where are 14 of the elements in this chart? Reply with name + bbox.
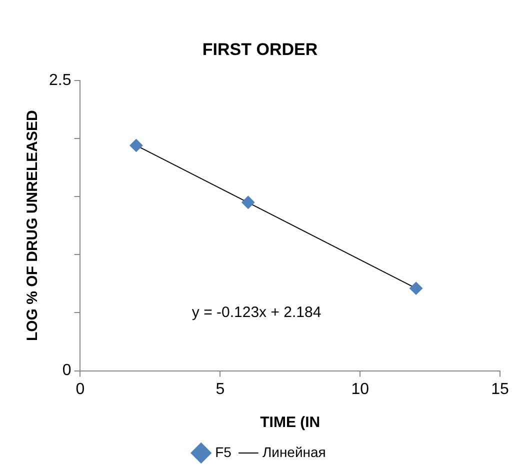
x-tick-label: 0: [76, 380, 85, 398]
y-tick-label: 2.5: [48, 72, 72, 89]
legend-label: F5: [215, 444, 232, 460]
point: [410, 282, 423, 295]
x-tick-label: 15: [491, 380, 509, 398]
x-tick-label: 5: [216, 380, 225, 398]
y-axis-title: LOG % OF DRUG UNRELEASED: [24, 110, 42, 342]
point: [242, 196, 255, 209]
chart-title: FIRST ORDER: [202, 40, 318, 59]
x-tick-label: 10: [351, 380, 370, 398]
point: [130, 138, 143, 152]
x-axis-title: TIME (IN: [260, 414, 320, 432]
annotation: y = -0.123x + 2.184: [192, 304, 322, 321]
legend-label: Линейная: [262, 444, 326, 460]
